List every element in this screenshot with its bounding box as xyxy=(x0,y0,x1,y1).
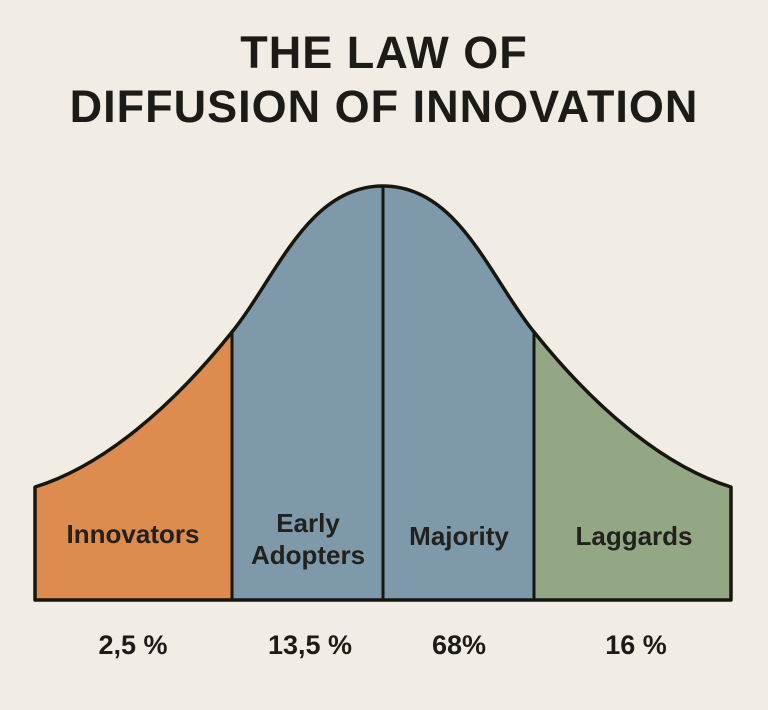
bell-segment-early-adopters xyxy=(232,186,383,600)
segment-label-innovators: Innovators xyxy=(66,519,200,549)
bell-segment-laggards xyxy=(534,332,731,600)
segment-percent-laggards: 16 % xyxy=(605,630,667,660)
title-line-2: DIFFUSION OF INNOVATION xyxy=(69,81,699,132)
segment-label-laggards: Laggards xyxy=(575,521,693,551)
bell-segment-majority xyxy=(383,186,534,600)
segment-label-majority: Majority xyxy=(409,521,509,551)
title-line-1: THE LAW OF xyxy=(240,27,528,78)
segment-percent-majority: 68% xyxy=(431,630,487,660)
segment-percent-early-adopters: 13,5 % xyxy=(267,630,353,660)
bell-curve-outline xyxy=(33,184,733,602)
segment-percent-innovators: 2,5 % xyxy=(98,630,168,660)
segment-label-early-adopters: Early Adopters xyxy=(250,508,366,570)
page-title: THE LAW OF DIFFUSION OF INNOVATION xyxy=(0,26,768,134)
bell-segment-innovators xyxy=(35,332,232,600)
